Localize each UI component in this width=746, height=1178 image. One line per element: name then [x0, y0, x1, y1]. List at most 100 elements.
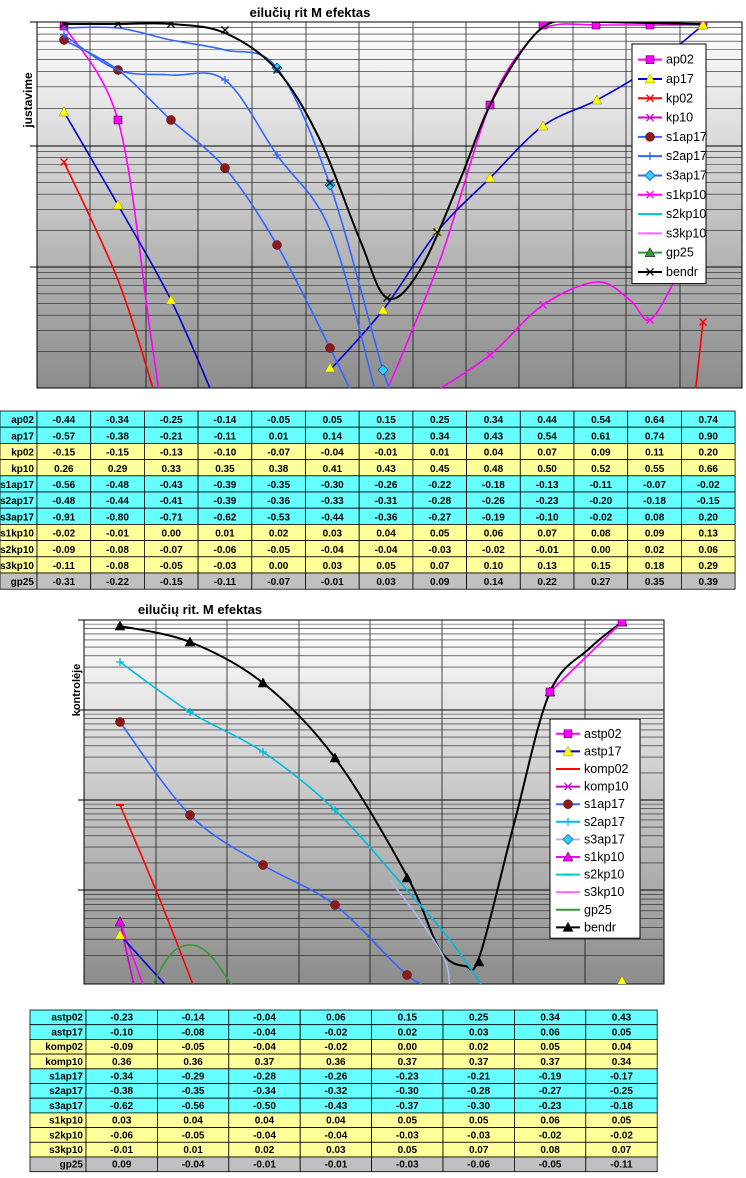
point-ap17 [537, 120, 549, 131]
legend-label-ap17: ap17 [666, 72, 694, 86]
table-cell-value: -0.28 [467, 1086, 490, 1097]
table-row-label: kp02 [11, 448, 34, 459]
table-row: s1ap17 -0.56 -0.48 -0.43 -0.39 -0.35 -0.30 -0.2… [0, 475, 736, 493]
table-cell-value: -0.05 [182, 1042, 205, 1053]
table-cell-value: -0.19 [539, 1072, 562, 1083]
table-cell-value: 0.48 [484, 464, 504, 475]
table-cell-value: 0.05 [612, 1027, 632, 1038]
table-cell-value: 0.44 [537, 415, 557, 426]
table-row-label: kp10 [11, 464, 34, 475]
table-cell-value: -0.02 [610, 1130, 633, 1141]
legend-marker-s2ap17 [564, 817, 572, 826]
table-cell-value: 0.09 [645, 529, 665, 540]
table-cell-value: 0.04 [612, 1042, 632, 1053]
table-cell-value: -0.01 [536, 545, 559, 556]
table-cell-value: -0.01 [253, 1160, 276, 1171]
legend-label-s2kp10: s2kp10 [666, 207, 706, 221]
point-bendr [329, 752, 341, 763]
table-row: astp02 -0.23 -0.14 -0.04 0.06 0.15 0.25 0.34 0.4… [29, 1009, 658, 1026]
table-cell-value: 0.04 [183, 1116, 203, 1127]
table-row: s2ap17 -0.38 -0.35 -0.34 -0.32 -0.30 -0.28 -0.2… [29, 1083, 658, 1099]
series-line-bendr [119, 621, 623, 971]
table-cell-value: -0.18 [482, 480, 505, 491]
table-cell-value: 0.07 [612, 1145, 632, 1156]
legend-label-gp25: gp25 [584, 903, 612, 917]
table-row: ap02 -0.44 -0.34 -0.25 -0.14 -0.05 0.05 0.15 0.2… [0, 410, 736, 428]
point-s1ap17 [220, 163, 230, 173]
table-row: komp10 0.36 0.36 0.37 0.36 0.37 0.37 0.37 0.34 [29, 1053, 658, 1070]
table-cell-value: -0.02 [52, 529, 75, 540]
table-cell-value: -0.44 [321, 512, 344, 523]
point-bendr [257, 677, 269, 688]
table-cell-value: -0.14 [214, 415, 237, 426]
table-cell-value: 0.13 [699, 529, 719, 540]
table-cell-value: 0.14 [484, 577, 504, 588]
table-cell-value: 0.05 [540, 1042, 560, 1053]
table-cell-value: -0.43 [160, 480, 183, 491]
table-cell-value: -0.31 [375, 496, 398, 507]
table-cell-value: -0.38 [106, 431, 129, 442]
table-cell-value: -0.80 [106, 512, 129, 523]
table-cell-value: 0.07 [537, 529, 557, 540]
table-cell-value: 0.90 [699, 431, 719, 442]
table-cell-value: -0.35 [267, 480, 290, 491]
table-cell-value: 0.02 [269, 529, 289, 540]
table-cell-value: 0.00 [398, 1042, 418, 1053]
table-row: s1kp10 0.03 0.04 0.04 0.04 0.05 0.05 0.06 0.05 [29, 1112, 658, 1129]
table-cell-value: 0.33 [162, 464, 182, 475]
table-cell-value: -0.03 [396, 1160, 419, 1171]
table-cell-value: -0.21 [467, 1072, 490, 1083]
point-bendr [221, 26, 229, 34]
table-row: gp25 -0.31 -0.22 -0.15 -0.11 -0.07 -0.01 0.03 0.… [0, 572, 736, 590]
table-cell-value: -0.01 [110, 1145, 133, 1156]
table-row-label: komp02 [45, 1042, 83, 1053]
table-cell-value: -0.02 [325, 1042, 348, 1053]
table-cell-value: 0.74 [699, 415, 719, 426]
table-cell-value: -0.15 [52, 448, 75, 459]
table-row: s3ap17 -0.91 -0.80 -0.71 -0.62 -0.53 -0.44 -0.3… [0, 507, 736, 525]
series-line-astp02 [549, 621, 623, 693]
legend-label-kp02: kp02 [666, 91, 693, 105]
point-astp17 [617, 975, 627, 984]
table-cell-value: -0.04 [375, 545, 398, 556]
point-s3ap17 [377, 364, 389, 376]
point-bendr [433, 228, 441, 236]
table-cell-value: 0.39 [699, 577, 719, 588]
table-cell-value: -0.15 [697, 496, 720, 507]
table-cell-value: 0.15 [398, 1013, 418, 1024]
table-cell-value: 0.11 [645, 448, 664, 459]
table-cell-value: 0.38 [269, 464, 289, 475]
table-cell-value: 0.08 [591, 529, 611, 540]
table-cell-value: -0.29 [182, 1072, 205, 1083]
table-cell-value: -0.31 [52, 577, 75, 588]
table-cell-value: -0.01 [375, 448, 398, 459]
table-cell-value: 0.54 [537, 431, 557, 442]
table-cell-value: 0.05 [612, 1116, 632, 1127]
series-line-kp02 [63, 161, 154, 388]
legend-marker-s3ap17 [644, 169, 656, 182]
table-cell-value: -0.15 [160, 577, 183, 588]
table-cell-value: 0.55 [645, 464, 665, 475]
point-bendr [326, 179, 334, 187]
table-cell-value: 0.52 [591, 464, 611, 475]
table-cell-value: -0.04 [253, 1027, 276, 1038]
legend-marker-komp10 [564, 782, 572, 791]
table-row-label: ap02 [11, 415, 34, 426]
table-cell-value: 0.35 [645, 577, 665, 588]
table-row: s3kp10 -0.11 -0.08 -0.05 -0.03 0.00 0.03 0.05 0.… [0, 556, 736, 574]
point-s1ap17 [330, 900, 340, 910]
table-cell-value: 0.14 [323, 431, 343, 442]
point-s1kp10 [114, 916, 126, 927]
table-cell-value: 0.03 [323, 529, 343, 540]
table-cell-value: 0.61 [591, 431, 611, 442]
table-cell-value: -0.22 [106, 577, 129, 588]
point-ap02 [591, 22, 601, 30]
table-cell-value: 0.09 [591, 448, 611, 459]
chart-title-1: eilučių rit M efektas [250, 5, 371, 20]
table-cell [585, 1156, 658, 1173]
legend-label-s1ap17: s1ap17 [584, 797, 625, 811]
table-cell-value: 0.74 [645, 431, 665, 442]
legend-label-s3kp10: s3kp10 [584, 885, 624, 899]
table-cell-value: -0.33 [321, 496, 344, 507]
table-cell-value: -0.05 [539, 1160, 562, 1171]
